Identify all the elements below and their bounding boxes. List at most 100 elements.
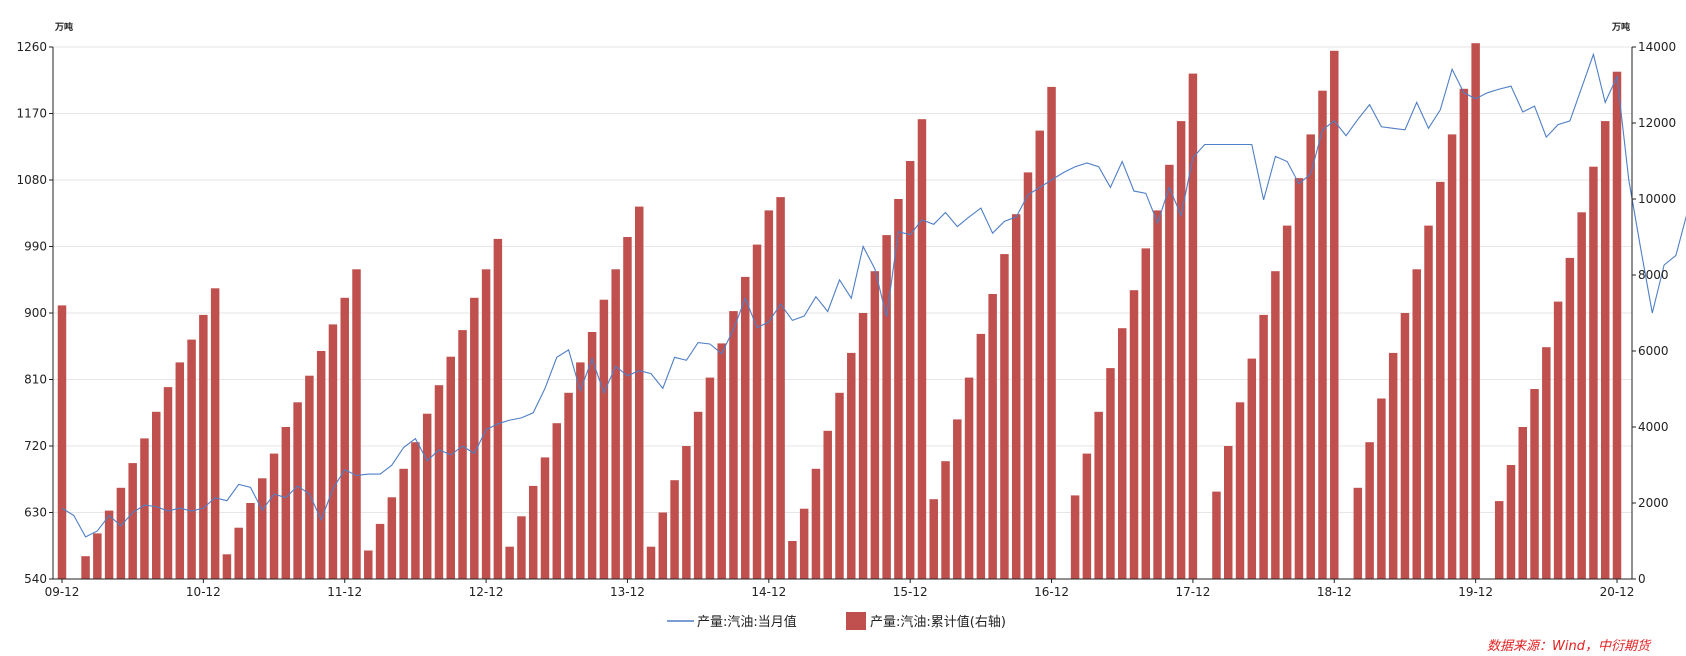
left-tick-label: 720 <box>24 439 47 453</box>
bar <box>917 119 927 579</box>
bar <box>1047 86 1056 580</box>
bar <box>1106 368 1115 579</box>
bar <box>505 546 514 579</box>
bar <box>1330 50 1339 580</box>
bar <box>1365 442 1374 579</box>
bar <box>93 533 102 579</box>
bar <box>1176 121 1186 579</box>
bar <box>1035 130 1045 579</box>
bar <box>1153 210 1162 579</box>
bar <box>199 314 208 579</box>
bar <box>470 297 479 579</box>
bar <box>1011 214 1021 579</box>
x-tick-label: 16-12 <box>1034 585 1069 599</box>
bar <box>222 554 232 579</box>
bar <box>387 497 397 579</box>
bar <box>104 510 114 579</box>
bar <box>422 413 432 579</box>
bar <box>1388 352 1398 579</box>
left-tick-label: 810 <box>24 373 47 387</box>
bar <box>528 485 538 579</box>
x-tick-label: 10-12 <box>186 585 221 599</box>
bar <box>587 332 597 579</box>
bar <box>1129 290 1139 579</box>
left-axis-ticks: 540 630 720 810 900 990 1080 1170 1260 <box>16 40 53 586</box>
right-tick-label: 4000 <box>1638 420 1669 434</box>
bar <box>1259 314 1268 579</box>
series-line <box>61 52 1686 538</box>
legend-bar-swatch <box>846 612 866 630</box>
bar <box>847 352 856 579</box>
bar <box>1518 427 1527 579</box>
bar <box>1306 134 1315 579</box>
bar <box>599 299 609 579</box>
right-axis-ticks: 0 2000 4000 6000 8000 10000 12000 14000 <box>1632 40 1676 586</box>
bar <box>929 499 938 579</box>
bar <box>1271 271 1280 579</box>
bar <box>128 463 137 579</box>
bar <box>811 468 821 579</box>
bar <box>1565 257 1575 579</box>
right-tick-label: 2000 <box>1638 496 1669 510</box>
bar <box>352 269 361 579</box>
bar <box>764 210 774 579</box>
bar <box>1530 389 1539 579</box>
x-tick-label: 13-12 <box>610 585 645 599</box>
bar <box>1318 90 1327 579</box>
bar <box>540 457 550 579</box>
bar <box>305 375 314 579</box>
bar <box>894 199 903 579</box>
bar <box>1235 402 1245 579</box>
bar <box>776 197 785 579</box>
bar <box>611 269 620 579</box>
bar <box>1400 313 1410 579</box>
right-tick-label: 10000 <box>1638 192 1676 206</box>
x-tick-label: 14-12 <box>751 585 786 599</box>
right-tick-label: 14000 <box>1638 40 1676 54</box>
bar <box>1494 501 1504 579</box>
bar <box>646 546 656 579</box>
bar <box>741 276 750 579</box>
bar <box>1165 164 1174 580</box>
bar <box>246 503 255 579</box>
bar <box>941 461 950 579</box>
right-tick-label: 12000 <box>1638 116 1676 130</box>
bar <box>517 516 526 579</box>
bar <box>835 392 844 579</box>
bar <box>1459 88 1469 580</box>
left-tick-label: 540 <box>24 572 47 586</box>
bar <box>116 487 126 579</box>
bar <box>1212 491 1221 579</box>
bar <box>1412 269 1421 579</box>
bar <box>1506 465 1516 579</box>
bar <box>799 508 809 579</box>
bar <box>57 305 67 579</box>
bar <box>234 527 243 579</box>
bar <box>1094 411 1103 579</box>
bar <box>882 235 891 579</box>
bar <box>576 362 585 579</box>
bar <box>1424 225 1433 579</box>
x-axis-ticks: 09-12 10-12 11-12 12-12 13-12 14-12 15-12 16-12… <box>45 579 1634 599</box>
bar <box>905 161 915 579</box>
x-tick-label: 18-12 <box>1317 585 1352 599</box>
bar <box>1436 181 1445 579</box>
left-tick-label: 1080 <box>16 173 47 187</box>
bar <box>340 297 349 579</box>
left-tick-label: 1260 <box>16 40 47 54</box>
bar <box>175 362 185 579</box>
bar <box>1000 254 1009 579</box>
x-tick-label: 11-12 <box>327 585 362 599</box>
grid-lines <box>53 46 1632 513</box>
bar <box>328 324 338 579</box>
left-tick-label: 630 <box>24 506 47 520</box>
bar <box>152 411 161 579</box>
bar <box>752 244 762 579</box>
bar <box>411 442 420 579</box>
bar <box>1141 248 1151 579</box>
bar <box>1447 134 1457 579</box>
bar <box>258 478 267 579</box>
bar <box>1294 178 1304 579</box>
bar <box>823 430 832 579</box>
bar <box>281 427 291 579</box>
